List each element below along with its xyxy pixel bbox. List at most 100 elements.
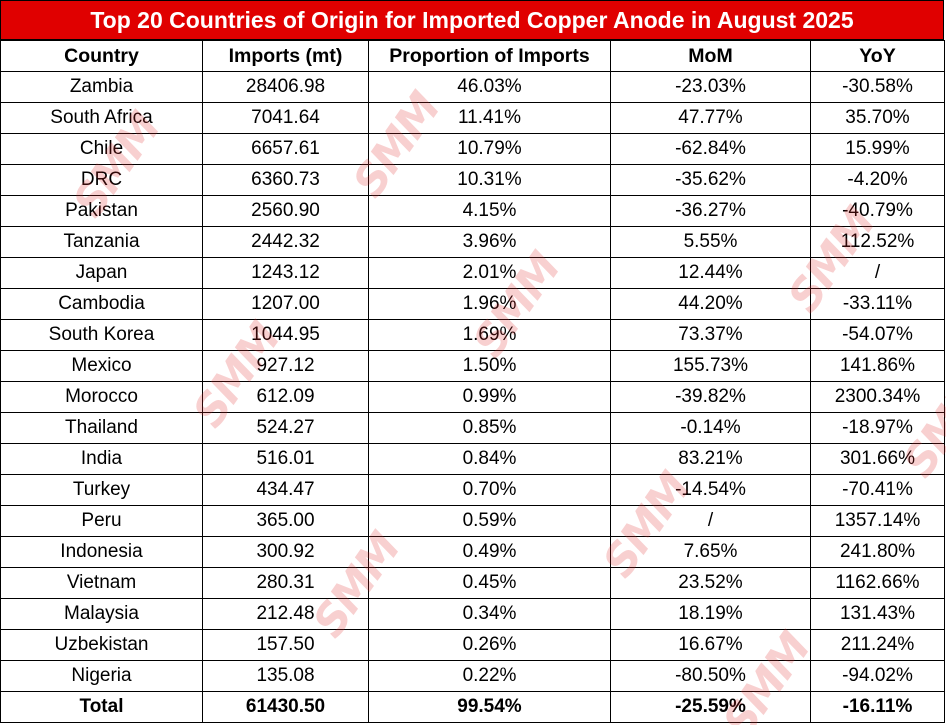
table-row: Uzbekistan 157.50 0.26% 16.67% 211.24% xyxy=(0,629,945,661)
column-header-country: Country xyxy=(0,40,203,72)
yoy-cell: -18.97% xyxy=(810,412,945,444)
column-header-proportion: Proportion of Imports xyxy=(368,40,611,72)
mom-cell: -80.50% xyxy=(610,660,811,692)
table-row: Mexico 927.12 1.50% 155.73% 141.86% xyxy=(0,350,945,382)
table-row: Zambia 28406.98 46.03% -23.03% -30.58% xyxy=(0,71,945,103)
mom-cell: -39.82% xyxy=(610,381,811,413)
mom-cell: / xyxy=(610,505,811,537)
imports-cell: 434.47 xyxy=(202,474,369,506)
country-cell: Nigeria xyxy=(0,660,203,692)
table-title: Top 20 Countries of Origin for Imported … xyxy=(0,0,944,40)
table-row: South Korea 1044.95 1.69% 73.37% -54.07% xyxy=(0,319,945,351)
yoy-cell: 15.99% xyxy=(810,133,945,165)
table-row: Indonesia 300.92 0.49% 7.65% 241.80% xyxy=(0,536,945,568)
proportion-cell: 1.50% xyxy=(368,350,611,382)
imports-cell: 6360.73 xyxy=(202,164,369,196)
total-mom-cell: -25.59% xyxy=(610,691,811,723)
yoy-cell: 35.70% xyxy=(810,102,945,134)
yoy-cell: -40.79% xyxy=(810,195,945,227)
imports-cell: 2442.32 xyxy=(202,226,369,258)
imports-cell: 135.08 xyxy=(202,660,369,692)
country-cell: India xyxy=(0,443,203,475)
imports-table: Country Imports (mt) Proportion of Impor… xyxy=(0,40,945,723)
country-cell: Pakistan xyxy=(0,195,203,227)
country-cell: Malaysia xyxy=(0,598,203,630)
mom-cell: -62.84% xyxy=(610,133,811,165)
imports-cell: 1243.12 xyxy=(202,257,369,289)
imports-cell: 612.09 xyxy=(202,381,369,413)
table-row: Turkey 434.47 0.70% -14.54% -70.41% xyxy=(0,474,945,506)
imports-cell: 2560.90 xyxy=(202,195,369,227)
yoy-cell: / xyxy=(810,257,945,289)
yoy-cell: -30.58% xyxy=(810,71,945,103)
imports-cell: 157.50 xyxy=(202,629,369,661)
country-cell: Vietnam xyxy=(0,567,203,599)
table-body: Zambia 28406.98 46.03% -23.03% -30.58% South … xyxy=(0,71,945,723)
yoy-cell: -33.11% xyxy=(810,288,945,320)
mom-cell: -0.14% xyxy=(610,412,811,444)
yoy-cell: 141.86% xyxy=(810,350,945,382)
imports-cell: 212.48 xyxy=(202,598,369,630)
country-cell: Morocco xyxy=(0,381,203,413)
total-yoy-cell: -16.11% xyxy=(810,691,945,723)
table-row: Nigeria 135.08 0.22% -80.50% -94.02% xyxy=(0,660,945,692)
imports-cell: 28406.98 xyxy=(202,71,369,103)
yoy-cell: 301.66% xyxy=(810,443,945,475)
yoy-cell: -4.20% xyxy=(810,164,945,196)
country-cell: DRC xyxy=(0,164,203,196)
mom-cell: 7.65% xyxy=(610,536,811,568)
proportion-cell: 0.99% xyxy=(368,381,611,413)
proportion-cell: 0.26% xyxy=(368,629,611,661)
country-cell: Chile xyxy=(0,133,203,165)
country-cell: Mexico xyxy=(0,350,203,382)
table-row: Chile 6657.61 10.79% -62.84% 15.99% xyxy=(0,133,945,165)
table-row: India 516.01 0.84% 83.21% 301.66% xyxy=(0,443,945,475)
mom-cell: 5.55% xyxy=(610,226,811,258)
imports-cell: 524.27 xyxy=(202,412,369,444)
proportion-cell: 0.45% xyxy=(368,567,611,599)
proportion-cell: 0.85% xyxy=(368,412,611,444)
mom-cell: 18.19% xyxy=(610,598,811,630)
proportion-cell: 46.03% xyxy=(368,71,611,103)
table-row: Morocco 612.09 0.99% -39.82% 2300.34% xyxy=(0,381,945,413)
country-cell: Cambodia xyxy=(0,288,203,320)
mom-cell: 23.52% xyxy=(610,567,811,599)
column-header-imports: Imports (mt) xyxy=(202,40,369,72)
yoy-cell: 112.52% xyxy=(810,226,945,258)
total-country-cell: Total xyxy=(0,691,203,723)
imports-cell: 280.31 xyxy=(202,567,369,599)
mom-cell: -36.27% xyxy=(610,195,811,227)
country-cell: South Korea xyxy=(0,319,203,351)
table-row: South Africa 7041.64 11.41% 47.77% 35.70% xyxy=(0,102,945,134)
total-proportion-cell: 99.54% xyxy=(368,691,611,723)
column-header-mom: MoM xyxy=(610,40,811,72)
column-header-yoy: YoY xyxy=(810,40,945,72)
yoy-cell: -70.41% xyxy=(810,474,945,506)
mom-cell: -35.62% xyxy=(610,164,811,196)
proportion-cell: 0.34% xyxy=(368,598,611,630)
yoy-cell: 1357.14% xyxy=(810,505,945,537)
table-row: Malaysia 212.48 0.34% 18.19% 131.43% xyxy=(0,598,945,630)
yoy-cell: -54.07% xyxy=(810,319,945,351)
country-cell: Thailand xyxy=(0,412,203,444)
country-cell: Zambia xyxy=(0,71,203,103)
table-row: Thailand 524.27 0.85% -0.14% -18.97% xyxy=(0,412,945,444)
imports-cell: 516.01 xyxy=(202,443,369,475)
table-row: Tanzania 2442.32 3.96% 5.55% 112.52% xyxy=(0,226,945,258)
header-row: Country Imports (mt) Proportion of Impor… xyxy=(0,40,945,72)
proportion-cell: 3.96% xyxy=(368,226,611,258)
proportion-cell: 1.96% xyxy=(368,288,611,320)
table-row: Japan 1243.12 2.01% 12.44% / xyxy=(0,257,945,289)
mom-cell: -23.03% xyxy=(610,71,811,103)
mom-cell: 47.77% xyxy=(610,102,811,134)
table-row: Pakistan 2560.90 4.15% -36.27% -40.79% xyxy=(0,195,945,227)
mom-cell: -14.54% xyxy=(610,474,811,506)
imports-cell: 6657.61 xyxy=(202,133,369,165)
mom-cell: 155.73% xyxy=(610,350,811,382)
mom-cell: 83.21% xyxy=(610,443,811,475)
table-row: Cambodia 1207.00 1.96% 44.20% -33.11% xyxy=(0,288,945,320)
country-cell: Tanzania xyxy=(0,226,203,258)
mom-cell: 12.44% xyxy=(610,257,811,289)
imports-cell: 300.92 xyxy=(202,536,369,568)
imports-cell: 1207.00 xyxy=(202,288,369,320)
